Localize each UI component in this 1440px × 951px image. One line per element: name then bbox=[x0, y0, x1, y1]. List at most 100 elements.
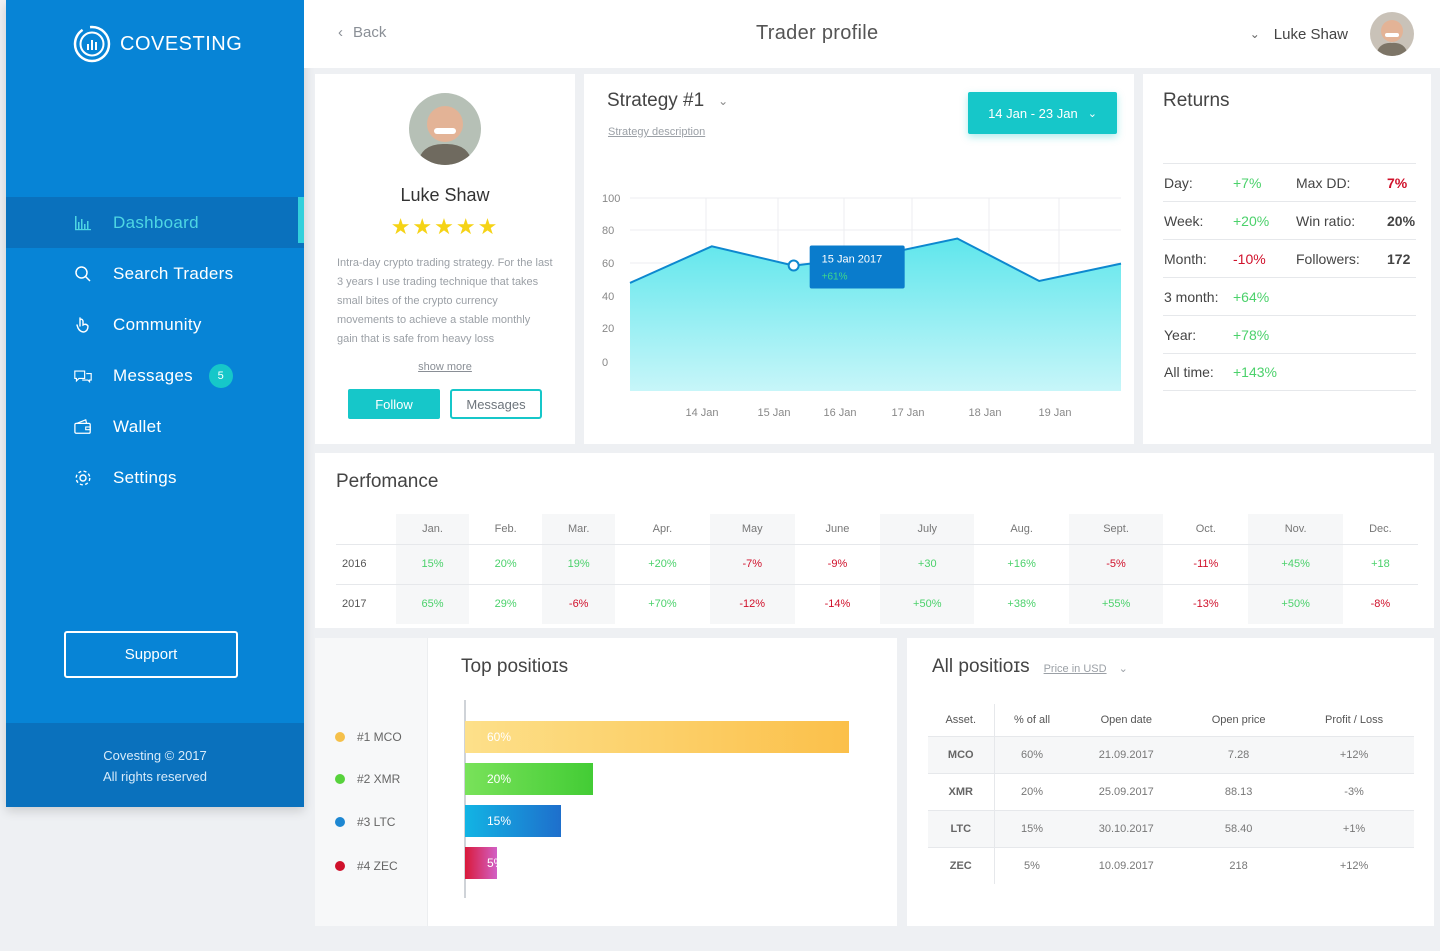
performance-cell: 65% bbox=[396, 583, 470, 624]
date-range-picker[interactable]: 14 Jan - 23 Jan ⌄ bbox=[968, 92, 1117, 134]
table-row[interactable]: LTC 15% 30.10.2017 58.40 +1% bbox=[928, 809, 1414, 847]
returns-row: Day: +7% Max DD: 7% bbox=[1163, 163, 1416, 201]
logo[interactable]: COVESTING bbox=[72, 22, 242, 66]
back-button[interactable]: ‹ Back bbox=[338, 24, 386, 41]
performance-cell: 20% bbox=[469, 543, 543, 584]
sidebar-item-wallet[interactable]: Wallet bbox=[6, 401, 304, 452]
month-header: Aug. bbox=[974, 514, 1069, 544]
strategy-description-link[interactable]: Strategy description bbox=[608, 126, 706, 138]
x-tick-label: 17 Jan bbox=[891, 407, 924, 419]
chevron-down-icon: ⌄ bbox=[1087, 107, 1097, 120]
table-row[interactable]: MCO 60% 21.09.2017 7.28 +12% bbox=[928, 735, 1414, 773]
main-nav: Dashboard Search Traders Community Messa… bbox=[6, 197, 304, 503]
trader-description: Intra-day crypto trading strategy. For t… bbox=[337, 257, 553, 345]
performance-cell: -8% bbox=[1342, 583, 1418, 624]
user-menu[interactable]: ⌄ Luke Shaw bbox=[1250, 12, 1414, 56]
x-tick-label: 19 Jan bbox=[1038, 407, 1071, 419]
sidebar-item-community[interactable]: Community bbox=[6, 299, 304, 350]
legend-item: #1 MCO bbox=[335, 730, 402, 744]
stat-value: 172 bbox=[1387, 250, 1411, 267]
area-fill bbox=[630, 238, 1121, 391]
position-date-cell: 10.09.2017 bbox=[1069, 846, 1184, 884]
profile-actions: Follow Messages bbox=[315, 389, 575, 419]
sidebar-item-search-traders[interactable]: Search Traders bbox=[6, 248, 304, 299]
chart-tooltip: 15 Jan 2017 +61% bbox=[809, 245, 905, 289]
chevron-down-icon: ⌄ bbox=[1249, 27, 1260, 41]
return-label: Week: bbox=[1164, 212, 1204, 229]
y-tick-label: 20 bbox=[602, 323, 614, 335]
price-currency-selector[interactable]: Price in USD bbox=[1043, 663, 1107, 675]
table-row[interactable]: ZEC 5% 10.09.2017 218 +12% bbox=[928, 846, 1414, 884]
wallet-icon bbox=[72, 418, 94, 436]
tooltip-box bbox=[809, 245, 905, 289]
messages-count-badge: 5 bbox=[208, 363, 233, 388]
position-date-cell: 30.10.2017 bbox=[1069, 809, 1184, 847]
position-bar: 60% bbox=[465, 721, 849, 753]
avatar[interactable] bbox=[1370, 12, 1414, 56]
chevron-down-icon[interactable]: ⌄ bbox=[1118, 663, 1128, 675]
returns-row: 3 month: +64% bbox=[1163, 277, 1416, 315]
month-header: Apr. bbox=[615, 514, 710, 544]
messages-button[interactable]: Messages bbox=[450, 389, 542, 419]
returns-row: Year: +78% bbox=[1163, 315, 1416, 353]
show-more-link[interactable]: show more bbox=[418, 361, 472, 373]
tooltip-date: 15 Jan 2017 bbox=[822, 254, 883, 266]
position-bar: 20% bbox=[465, 763, 593, 795]
return-label: All time: bbox=[1164, 364, 1214, 380]
month-header: Mar. bbox=[542, 514, 616, 544]
month-header: Jan. bbox=[396, 514, 470, 544]
column-header[interactable]: % of all bbox=[1013, 713, 1051, 726]
bar-value-label: 15% bbox=[487, 814, 512, 828]
sidebar-item-dashboard[interactable]: Dashboard bbox=[6, 197, 304, 248]
position-date-cell: 25.09.2017 bbox=[1069, 772, 1184, 810]
position-price-cell: 218 bbox=[1183, 846, 1295, 884]
return-label: Month: bbox=[1164, 250, 1207, 267]
column-header[interactable]: Open price bbox=[1211, 713, 1266, 726]
month-header: Nov. bbox=[1248, 514, 1343, 544]
rights-text: All rights reserved bbox=[102, 769, 208, 784]
table-row[interactable]: XMR 20% 25.09.2017 88.13 -3% bbox=[928, 772, 1414, 810]
return-value: +64% bbox=[1233, 288, 1270, 305]
legend-item: #4 ZEC bbox=[335, 859, 398, 873]
column-header[interactable]: Open date bbox=[1100, 713, 1152, 726]
position-pct-cell: 15% bbox=[994, 809, 1070, 847]
legend-dot-icon bbox=[335, 861, 345, 871]
column-header[interactable]: Asset. bbox=[928, 704, 995, 736]
legend-item: #3 LTC bbox=[335, 815, 395, 829]
support-button[interactable]: Support bbox=[64, 631, 238, 678]
performance-cell: -14% bbox=[794, 583, 881, 624]
profile-card: Luke Shaw ★★★★★ Intra-day crypto trading… bbox=[315, 74, 575, 444]
follow-button[interactable]: Follow bbox=[348, 389, 440, 419]
position-bar: 5% bbox=[465, 847, 504, 879]
back-label: Back bbox=[353, 24, 387, 41]
sidebar-item-label: Messages bbox=[113, 365, 193, 385]
performance-row: 2017 65% 29% -6% +70% -12% -14% +50% +38% +55% -13… bbox=[336, 583, 1418, 624]
x-tick-label: 18 Jan bbox=[968, 407, 1001, 419]
user-name: Luke Shaw bbox=[1273, 25, 1348, 43]
position-asset-cell: ZEC bbox=[928, 846, 995, 884]
highlight-point bbox=[787, 259, 800, 272]
positions-table: Asset. % of all Open date Open price Pro… bbox=[928, 704, 1414, 884]
x-tick-label: 14 Jan bbox=[685, 407, 718, 419]
performance-cell: +55% bbox=[1068, 583, 1164, 624]
return-label: Year: bbox=[1164, 326, 1197, 343]
month-header: May bbox=[709, 514, 795, 544]
performance-title: Perfomance bbox=[336, 471, 439, 492]
performance-cell: +38% bbox=[974, 583, 1069, 624]
returns-title: Returns bbox=[1163, 90, 1230, 111]
sidebar: COVESTING Dashboard Search Traders Commu… bbox=[6, 0, 304, 807]
sidebar-footer: Covesting © 2017 All rights reserved bbox=[6, 723, 304, 807]
page-title: Trader profile bbox=[756, 22, 879, 44]
return-label: 3 month: bbox=[1164, 288, 1219, 305]
sidebar-item-messages[interactable]: Messages 5 bbox=[6, 350, 304, 401]
legend-label: #3 LTC bbox=[357, 815, 396, 829]
all-positions-header: All positioɪs Price in USD ⌄ bbox=[932, 656, 1128, 678]
performance-cell: +50% bbox=[1248, 583, 1343, 624]
strategy-selector[interactable]: Strategy #1 ⌄ bbox=[607, 90, 728, 112]
x-tick-label: 16 Jan bbox=[823, 407, 856, 419]
position-price-cell: 58.40 bbox=[1183, 809, 1295, 847]
performance-cell: 29% bbox=[469, 583, 543, 624]
position-pl-cell: +12% bbox=[1294, 735, 1414, 773]
column-header[interactable]: Profit / Loss bbox=[1325, 713, 1384, 726]
sidebar-item-settings[interactable]: Settings bbox=[6, 452, 304, 503]
